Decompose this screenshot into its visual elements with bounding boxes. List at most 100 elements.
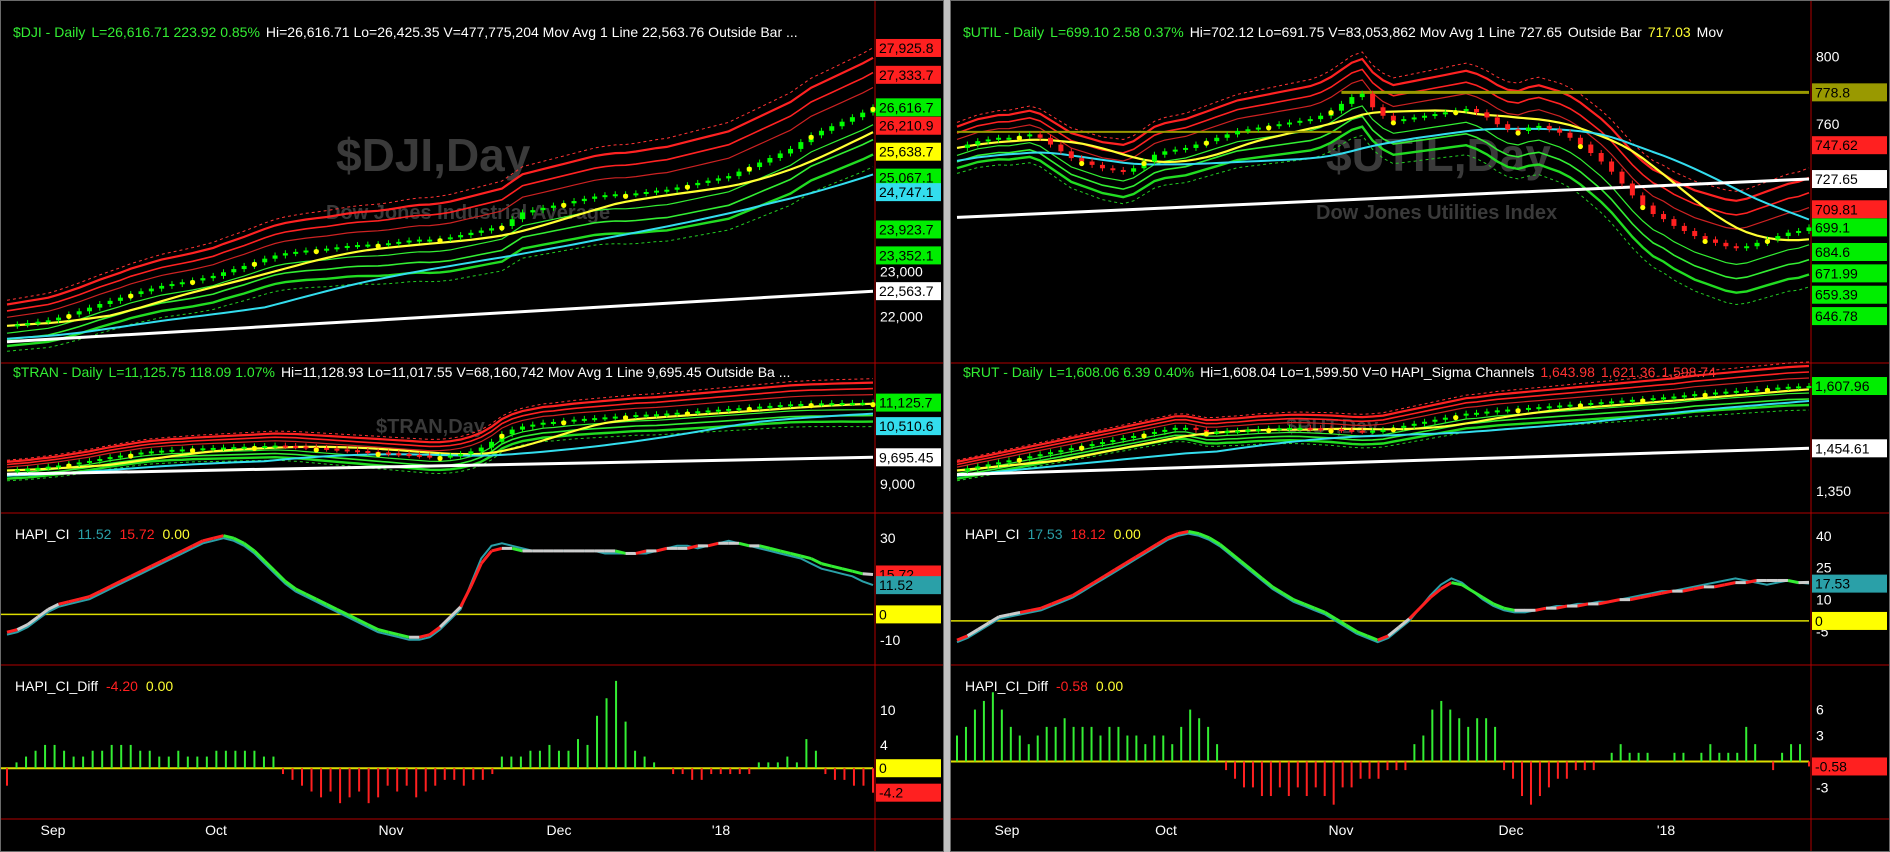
candle	[1027, 134, 1033, 137]
dji-header-symbol: $DJI - Daily	[13, 24, 85, 40]
candle	[1401, 425, 1407, 428]
ci-signal-segment	[140, 564, 152, 573]
candle	[1442, 112, 1448, 115]
candle	[1546, 125, 1552, 130]
ci-signal-segment	[1040, 602, 1053, 610]
cidiff-right-y-tick: -3	[1816, 779, 1829, 795]
candle	[447, 237, 453, 240]
cidiff-left-header-v2: 0.00	[146, 678, 173, 694]
candle	[117, 297, 123, 301]
candle	[1463, 413, 1469, 416]
ci-signal-segment	[1271, 585, 1284, 595]
util-panel[interactable]: $UTIL,Day Dow Jones Utilities Index $UTIL …	[956, 24, 1887, 326]
candle	[385, 243, 391, 246]
candle	[581, 198, 587, 202]
candle	[715, 409, 721, 412]
right-x-tick: Dec	[1499, 822, 1524, 838]
ci-left-panel[interactable]: HAPI_CI 11.52 15.72 0.00 30 -10 15.72 11.52 0	[1, 512, 943, 648]
ci-signal-segment	[109, 580, 122, 588]
candle	[396, 241, 402, 244]
candle	[1505, 124, 1511, 130]
ci-signal-segment	[1303, 602, 1316, 610]
candle	[1744, 390, 1750, 393]
candle	[975, 466, 981, 469]
candle	[1411, 423, 1417, 426]
lower-band-dotted	[956, 134, 1810, 306]
ci-left-y-tick: -10	[880, 632, 900, 648]
candle	[1629, 399, 1635, 402]
ci-signal-segment	[987, 615, 1000, 625]
ci-right-value-label-bg	[1812, 611, 1887, 630]
candle	[1661, 214, 1667, 220]
signal-dot	[1141, 433, 1147, 439]
candle	[1318, 115, 1324, 120]
tran-panel[interactable]: $TRAN,Day $TRAN - Daily L=11,125.75 118.09…	[1, 362, 943, 492]
ci-right-y-tick: 40	[1816, 528, 1832, 544]
candle	[159, 450, 165, 453]
cidiff-right-header-v2: 0.00	[1096, 678, 1123, 694]
candle	[1089, 161, 1095, 165]
candle	[1183, 427, 1189, 430]
rut-value-label: 1,454.61	[1815, 440, 1870, 456]
candle	[179, 449, 185, 452]
candle	[1235, 130, 1241, 135]
candle	[798, 142, 804, 149]
dji-value-label: 24,747.1	[879, 184, 934, 200]
signal-dot	[1079, 445, 1085, 451]
candle	[602, 195, 608, 198]
util-value-label-bg	[1812, 264, 1887, 283]
candle	[592, 418, 598, 421]
ci-signal-segment	[707, 541, 719, 548]
candle	[56, 317, 62, 321]
candle	[1463, 108, 1469, 111]
candle	[35, 467, 41, 470]
tran-header-hilo: Hi=11,128.93 Lo=11,017.55 V=68,160,742 M…	[281, 364, 790, 380]
ci-signal-segment	[1177, 530, 1189, 536]
ci-signal-segment	[68, 597, 80, 604]
upper-band-2	[6, 387, 874, 466]
dji-value-label-bg	[876, 65, 941, 84]
candle	[540, 207, 546, 211]
signal-dot	[1328, 110, 1334, 116]
ci-signal-segment	[977, 621, 990, 631]
rut-header: $RUT - Daily L=1,608.06 6.39 0.40% Hi=1,60…	[963, 364, 1716, 380]
cidiff-left-header: HAPI_CI_Diff -4.20 0.00	[15, 678, 173, 694]
candle	[633, 193, 639, 196]
candle	[1162, 151, 1168, 155]
signal-dot	[189, 279, 196, 286]
candle	[1494, 410, 1500, 413]
candle	[798, 403, 804, 406]
ci-signal-segment	[212, 534, 224, 540]
candle	[1494, 117, 1500, 125]
right-chart-window[interactable]: $UTIL,Day Dow Jones Utilities Index $UTIL …	[950, 0, 1890, 852]
candle	[674, 412, 680, 415]
candle	[107, 300, 113, 305]
cidiff-left-panel[interactable]: HAPI_CI_Diff -4.20 0.00 10 4 -4.20 -4.2	[1, 664, 943, 804]
candle	[1806, 385, 1812, 388]
candle	[571, 419, 577, 422]
ci-signal-segment	[305, 592, 317, 601]
candle	[1245, 429, 1251, 432]
signal-dot	[1203, 431, 1209, 437]
util-header-extra_label: Outside Bar	[1568, 24, 1642, 40]
left-chart-window[interactable]: $DJI,Day Dow Jones Industrial Average $DJI…	[0, 0, 944, 852]
ci-signal-segment	[1293, 598, 1305, 606]
ci-signal-segment	[295, 587, 307, 596]
candle	[293, 446, 299, 449]
candle	[839, 121, 845, 127]
dji-value-label-bg	[876, 98, 941, 117]
ci-signal-segment	[1009, 610, 1021, 617]
candle	[1411, 117, 1417, 120]
cidiff-right-panel[interactable]: HAPI_CI_Diff -0.58 0.00 6 3 -3 -0.58	[951, 664, 1889, 805]
candle	[138, 291, 144, 295]
candle	[282, 253, 288, 256]
rut-panel[interactable]: $RUT,Day$RUT - Daily L=1,608.06 6.39 0.40…	[951, 361, 1889, 499]
ci-signal-segment	[1261, 577, 1274, 589]
ci-signal-segment	[480, 549, 493, 565]
dji-header-hilo: Hi=26,616.71 Lo=26,425.35 V=477,775,204 …	[266, 24, 798, 40]
ci-signal-segment	[1640, 593, 1652, 599]
ci-signal-segment	[1377, 634, 1389, 642]
upper-band-2	[956, 371, 1810, 466]
